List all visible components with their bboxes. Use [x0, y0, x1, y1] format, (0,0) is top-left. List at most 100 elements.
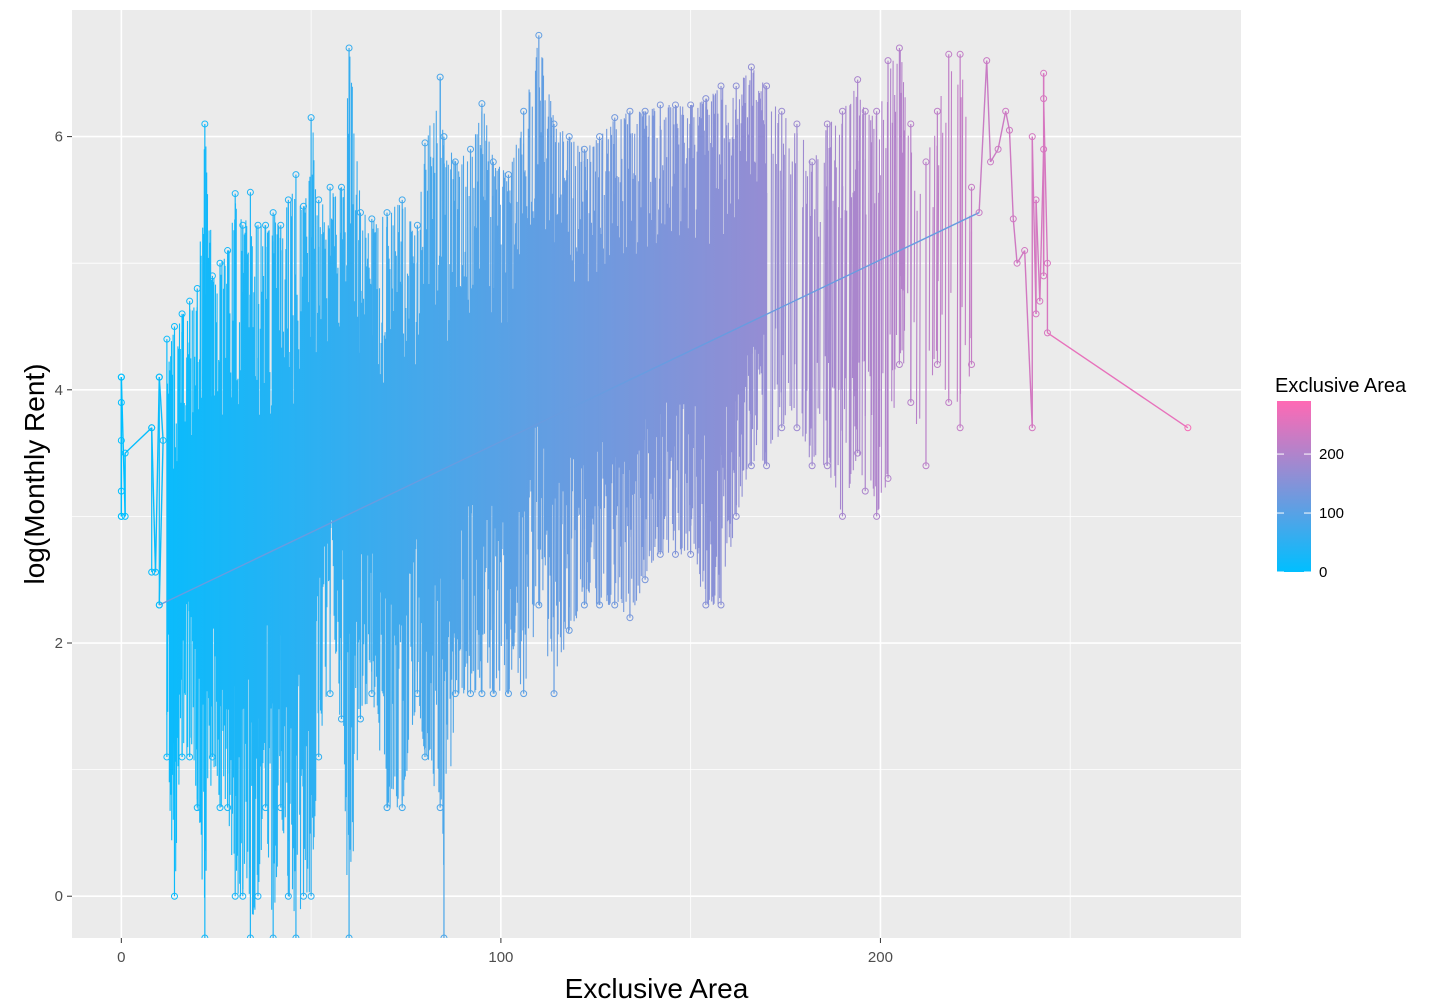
x-axis-ticks: 0 100 200 [117, 938, 893, 966]
data-point [208, 753, 216, 761]
data-point [231, 892, 239, 900]
legend-title: Exclusive Area [1275, 375, 1407, 397]
data-point [793, 424, 801, 432]
data-point [895, 360, 903, 368]
data-point [186, 297, 194, 305]
data-point [1028, 424, 1036, 432]
data-point [216, 259, 224, 267]
data-point [1184, 424, 1192, 432]
data-point [246, 934, 254, 938]
data-point [239, 221, 247, 229]
data-point [933, 107, 941, 115]
data-point [489, 690, 497, 698]
data-point [155, 601, 163, 609]
data-series-lines [120, 35, 1189, 938]
data-point [1021, 247, 1029, 255]
data-point [1032, 196, 1040, 204]
data-point [170, 892, 178, 900]
data-point [945, 50, 953, 58]
data-point [148, 424, 156, 432]
series-segment [1016, 250, 1026, 264]
data-point [808, 462, 816, 470]
data-point [1009, 215, 1017, 223]
data-point [117, 398, 125, 406]
legend-break-label: 100 [1319, 505, 1344, 522]
data-point [254, 221, 262, 229]
data-point [326, 183, 334, 191]
data-point [854, 449, 862, 457]
data-point [478, 690, 486, 698]
data-point [626, 107, 634, 115]
series-segment [158, 440, 164, 606]
data-point [565, 133, 573, 141]
series-segment [997, 111, 1007, 150]
data-point [231, 190, 239, 198]
series-segment [1012, 218, 1018, 264]
data-point [778, 107, 786, 115]
data-point [808, 158, 816, 166]
data-point [208, 272, 216, 280]
data-point [1043, 259, 1051, 267]
data-point [823, 462, 831, 470]
data-point [421, 139, 429, 147]
data-point [687, 101, 695, 109]
data-point [922, 158, 930, 166]
data-point [956, 424, 964, 432]
data-point [717, 82, 725, 90]
series-segment [1008, 130, 1014, 219]
data-point [854, 76, 862, 84]
legend-colorbar [1277, 401, 1311, 572]
data-point [838, 512, 846, 520]
data-point [656, 101, 664, 109]
data-point [873, 107, 881, 115]
y-tick-label: 4 [55, 382, 63, 399]
data-point [300, 892, 308, 900]
data-point [489, 158, 497, 166]
data-point [262, 804, 270, 812]
series-segment [1035, 199, 1041, 302]
data-point [520, 107, 528, 115]
data-point [580, 145, 588, 153]
data-point [611, 114, 619, 122]
data-point [611, 601, 619, 609]
data-point [702, 601, 710, 609]
series-segment [1042, 98, 1049, 264]
data-point [747, 462, 755, 470]
series-segment [158, 377, 164, 441]
data-point [478, 100, 486, 108]
data-point [884, 474, 892, 482]
data-point [535, 31, 543, 39]
data-point [550, 690, 558, 698]
data-point [1036, 297, 1044, 305]
series-segment [151, 427, 157, 573]
data-point [292, 171, 300, 179]
data-point [193, 804, 201, 812]
series-segment [158, 211, 980, 606]
data-point [641, 576, 649, 584]
data-point [732, 512, 740, 520]
data-point [520, 690, 528, 698]
legend-break-label: 0 [1319, 564, 1327, 581]
data-point [307, 892, 315, 900]
data-point [1040, 145, 1048, 153]
data-point [763, 462, 771, 470]
data-point [163, 753, 171, 761]
data-point [861, 487, 869, 495]
data-point [239, 892, 247, 900]
data-point [550, 120, 558, 128]
legend-breaks: 0 100 200 [1277, 446, 1344, 581]
x-axis-title: Exclusive Area [565, 973, 749, 1004]
data-point [922, 462, 930, 470]
data-point [356, 715, 364, 723]
data-point [155, 373, 163, 381]
data-point [596, 133, 604, 141]
data-point [1032, 310, 1040, 318]
data-point [641, 107, 649, 115]
data-point [702, 95, 710, 103]
data-point [596, 601, 604, 609]
data-point [337, 715, 345, 723]
data-point [580, 601, 588, 609]
data-series-points [117, 31, 1192, 938]
data-point [440, 934, 448, 938]
